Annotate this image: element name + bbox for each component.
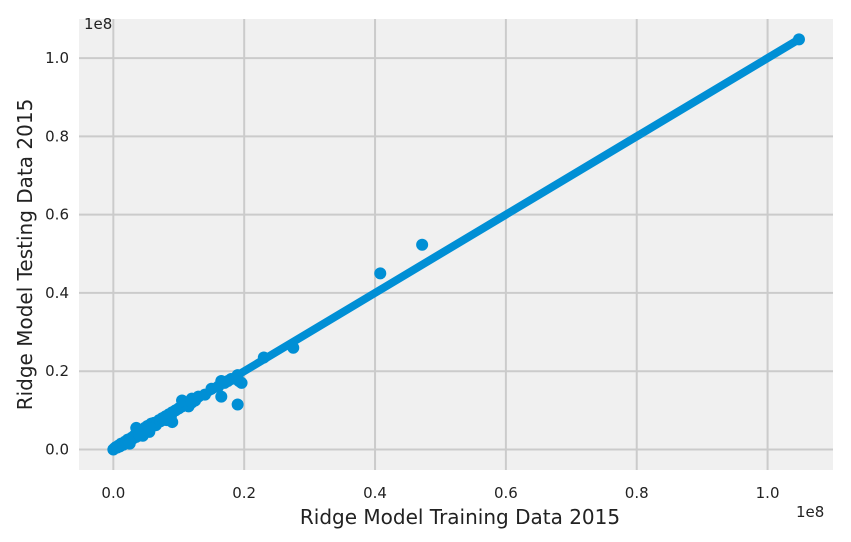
x-tick-label: 1.0 xyxy=(756,484,780,502)
x-tick-label: 0.2 xyxy=(232,484,256,502)
data-point xyxy=(374,267,387,280)
data-point xyxy=(257,351,270,364)
data-point xyxy=(287,341,300,354)
data-point xyxy=(416,238,429,251)
data-point xyxy=(185,396,198,409)
y-tick-label: 1.0 xyxy=(45,49,69,67)
data-point xyxy=(176,394,189,407)
x-axis-label: Ridge Model Training Data 2015 xyxy=(300,505,620,529)
data-point xyxy=(231,398,244,411)
x-tick-label: 0.6 xyxy=(494,484,518,502)
scatter-points xyxy=(107,33,805,456)
data-point xyxy=(143,425,156,438)
x-tick-labels: 0.0 0.2 0.4 0.6 0.8 1.0 xyxy=(101,484,779,502)
x-tick-label: 0.8 xyxy=(625,484,649,502)
data-point xyxy=(166,416,179,429)
x-tick-label: 0.0 xyxy=(101,484,125,502)
y-tick-label: 0.0 xyxy=(45,440,69,458)
x-tick-label: 0.4 xyxy=(363,484,387,502)
data-point xyxy=(215,374,228,387)
data-point xyxy=(215,390,228,403)
data-point xyxy=(792,33,805,46)
data-point xyxy=(123,437,136,450)
y-tick-labels: 0.0 0.2 0.4 0.6 0.8 1.0 xyxy=(45,49,69,458)
y-tick-label: 0.8 xyxy=(45,127,69,145)
data-point xyxy=(235,376,248,389)
y-tick-label: 0.2 xyxy=(45,362,69,380)
y-tick-label: 0.4 xyxy=(45,284,69,302)
y-tick-label: 0.6 xyxy=(45,206,69,224)
y-axis-offset-label: 1e8 xyxy=(84,15,112,33)
x-axis-offset-label: 1e8 xyxy=(796,503,824,521)
grid xyxy=(79,19,833,470)
y-axis-label: Ridge Model Testing Data 2015 xyxy=(13,99,37,411)
